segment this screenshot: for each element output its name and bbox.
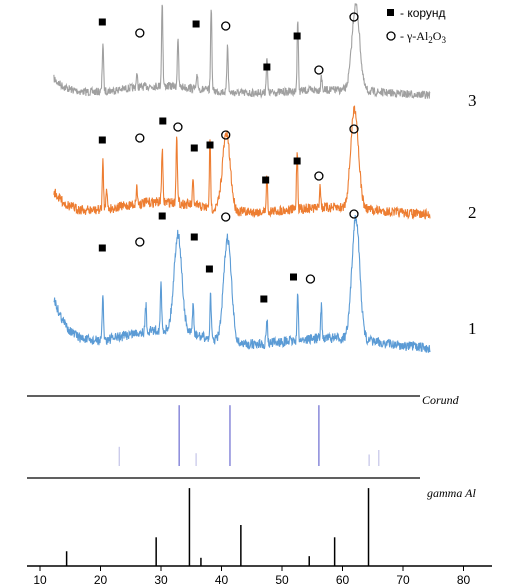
phase-markers (98, 12, 359, 303)
curve-series-2 (53, 105, 431, 220)
curve-label-2: 2 (468, 203, 477, 222)
corundum-marker-s3-4 (263, 63, 271, 71)
corundum-marker-s1-7 (289, 273, 297, 281)
x-tick-label-10: 10 (33, 573, 47, 587)
x-tick-label-60: 60 (336, 573, 350, 587)
curve-series-3 (53, 3, 431, 99)
gamma-alumina-marker-s2-3 (173, 122, 183, 132)
legend: - корунд - γ-Al2O3 (386, 6, 446, 45)
x-axis: 10 20 30 40 50 60 70 80 (27, 565, 492, 587)
corundum-marker-s1-0 (98, 244, 106, 252)
curve-label-3: 3 (468, 91, 477, 110)
curve-label-1: 1 (468, 319, 477, 338)
reference-label-0: Corund (422, 393, 460, 407)
corundum-marker-s2-7 (262, 176, 270, 184)
gamma-alumina-marker-s3-3 (221, 21, 231, 31)
x-tick-label-30: 30 (154, 573, 168, 587)
x-tick-label-40: 40 (215, 573, 229, 587)
corundum-marker-s2-4 (190, 144, 198, 152)
legend-corundum-label: - корунд (400, 6, 446, 20)
reference-label-1: gamma Al (427, 486, 476, 500)
gamma-alumina-marker-s2-10 (349, 124, 359, 134)
corundum-marker-s1-2 (158, 212, 166, 220)
corundum-marker-s2-2 (159, 117, 167, 125)
legend-circle-marker (386, 31, 396, 41)
x-tick-label-20: 20 (94, 573, 108, 587)
corundum-marker-s1-6 (260, 295, 268, 303)
gamma-alumina-marker-s1-9 (349, 209, 359, 219)
corundum-marker-s1-5 (205, 265, 213, 273)
corundum-marker-s3-5 (293, 32, 301, 40)
corundum-marker-s2-8 (293, 157, 301, 165)
gamma-alumina-marker-s3-7 (349, 12, 359, 22)
legend-square-marker (387, 9, 394, 16)
x-tick-label-80: 80 (457, 573, 471, 587)
reference-patterns: Corund gamma Al (27, 393, 476, 566)
corundum-marker-s2-5 (206, 141, 214, 149)
gamma-alumina-marker-s2-9 (314, 171, 324, 181)
x-tick-label-50: 50 (275, 573, 289, 587)
gamma-alumina-marker-s3-1 (135, 28, 145, 38)
corundum-marker-s3-2 (192, 20, 200, 28)
corundum-marker-s3-0 (98, 18, 106, 26)
gamma-alumina-marker-s1-4 (221, 212, 231, 222)
gamma-alumina-marker-s1-1 (135, 237, 145, 247)
corundum-marker-s2-0 (98, 136, 106, 144)
corundum-marker-s1-3 (190, 233, 198, 241)
gamma-alumina-marker-s2-6 (221, 130, 231, 140)
gamma-alumina-marker-s3-6 (314, 65, 324, 75)
curve-labels: 3 2 1 (468, 91, 477, 338)
gamma-alumina-marker-s2-1 (135, 133, 145, 143)
x-tick-label-70: 70 (396, 573, 410, 587)
legend-gamma-alumina-label: - γ-Al2O3 (400, 29, 446, 45)
diffraction-curves (53, 3, 431, 354)
gamma-alumina-marker-s1-8 (305, 274, 316, 284)
curve-series-1 (53, 214, 431, 354)
